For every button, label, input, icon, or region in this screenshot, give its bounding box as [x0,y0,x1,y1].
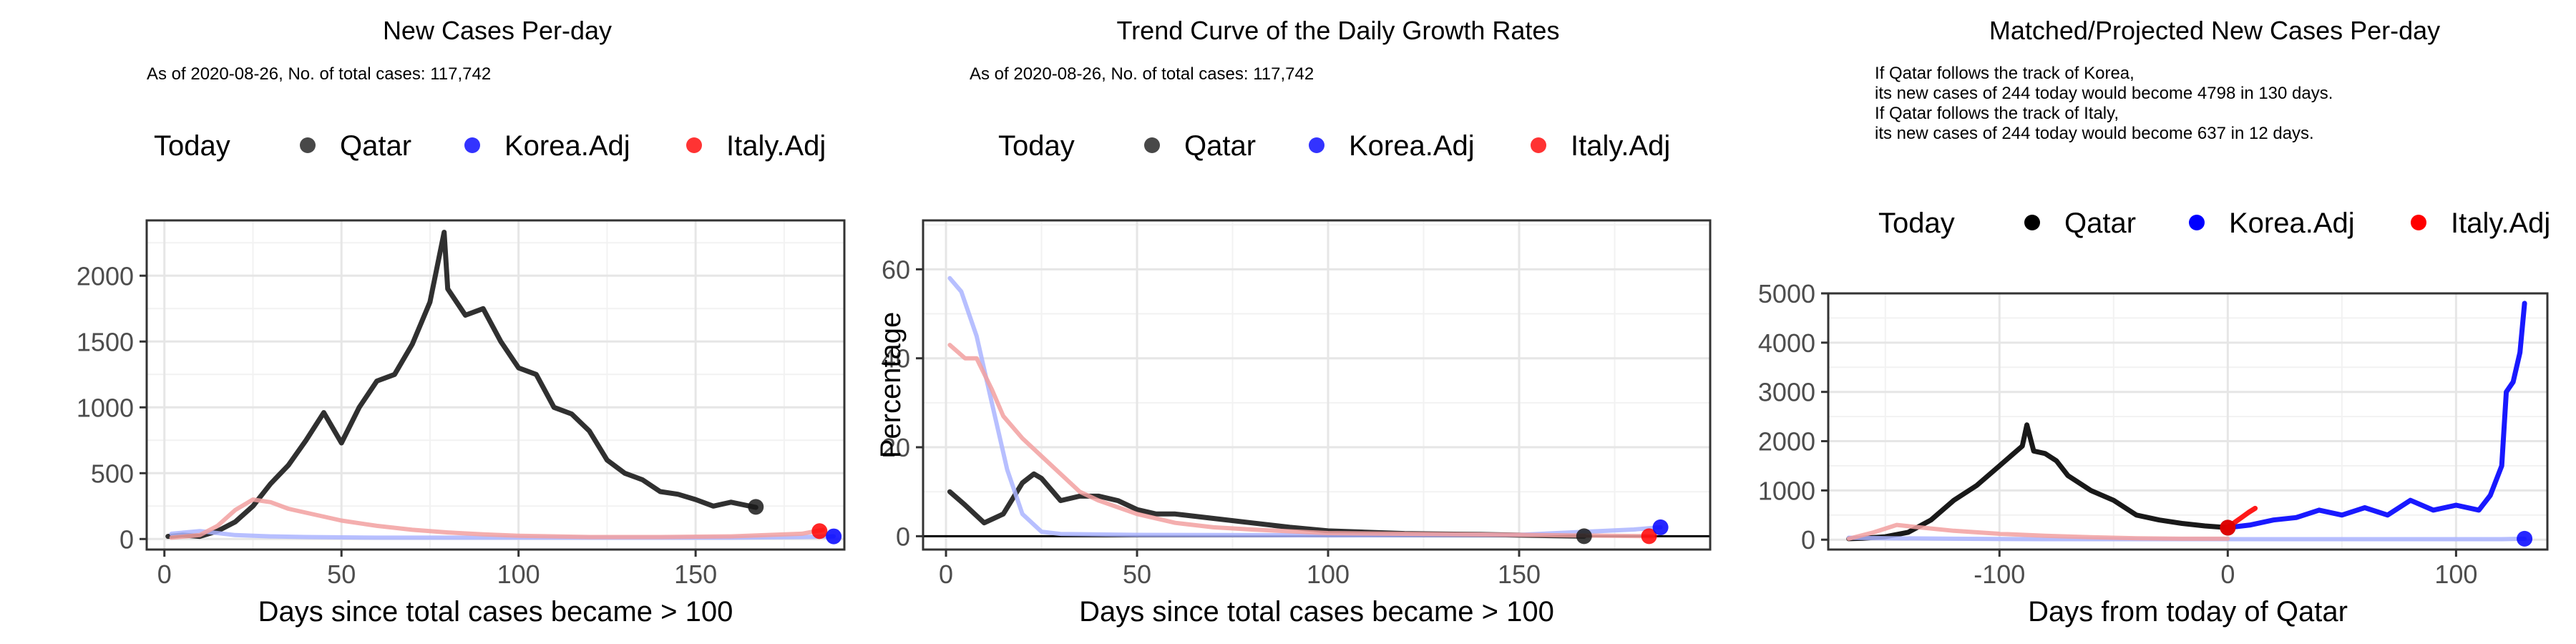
plot-border [145,219,846,551]
x-axis-title: Days from today of Qatar [2028,596,2348,628]
annotation-line: its new cases of 244 today would become … [1875,124,2314,143]
chart-panel-3: Matched/Projected New Cases Per-day If Qa… [1758,16,2550,628]
legend-label: Italy.Adj [2451,208,2550,239]
plot-border [922,219,1712,551]
legend-key-italy-adj [1531,137,1546,153]
plot-area [922,219,1712,551]
legend-label: Italy.Adj [1571,130,1670,162]
x-tick-label: 50 [327,560,356,589]
y-axis-title: Percentage [875,312,907,459]
x-tick-label: 100 [497,560,540,589]
legend: Today Qatar Korea.Adj Italy.Adj [154,130,826,162]
x-tick-label: 150 [1498,560,1541,589]
y-tick-label: 5000 [1758,279,1815,308]
plot-area [145,219,846,551]
y-tick-label: 60 [882,255,910,284]
x-axis-title: Days since total cases became > 100 [1079,596,1554,628]
x-tick-label: 100 [2434,560,2477,589]
y-tick-label: 40 [882,344,910,374]
x-tick-label: -100 [1974,560,2025,589]
today-point-italy-adj [811,523,828,540]
chart-subtitle: As of 2020-08-26, No. of total cases: 11… [970,64,1314,84]
y-tick-label: 20 [882,433,910,462]
plot-area [1827,292,2549,551]
x-tick-label: 0 [157,560,172,589]
x-tick-label: 100 [1307,560,1350,589]
series-line-korea-adj [2225,301,2527,530]
y-tick-label: 1000 [1758,476,1815,505]
legend-key-italy-adj [2411,215,2426,230]
annotation-line: If Qatar follows the track of Korea, [1875,64,2135,83]
plot-border [1827,292,2549,551]
series-line-qatar [947,471,1587,539]
x-tick-label: 50 [1123,560,1151,589]
today-point-qatar [1576,528,1592,545]
x-tick-label: 150 [674,560,717,589]
legend: Today Qatar Korea.Adj Italy.Adj [1878,208,2550,239]
chart-subtitle: As of 2020-08-26, No. of total cases: 11… [147,64,491,84]
annotation-line: its new cases of 244 today would become … [1875,84,2333,103]
series-line-italy-adj-history [1846,522,2230,541]
annotation-line: If Qatar follows the track of Italy, [1875,104,2119,123]
legend-label: Korea.Adj [2229,208,2355,239]
legend-key-italy-adj [686,137,702,153]
legend-label: Italy.Adj [726,130,826,162]
y-tick-label: 3000 [1758,378,1815,407]
x-tick-label: 0 [2220,560,2235,589]
today-point-korea-adj [1652,519,1669,535]
y-tick-label: 0 [896,522,910,551]
today-point-korea-adj [826,528,842,545]
chart-panel-2: Trend Curve of the Daily Growth Rates As … [875,16,1712,628]
today-point-italy-adj [2220,519,2236,536]
x-tick-label: 0 [939,560,953,589]
legend-title: Today [154,130,230,162]
y-tick-label: 500 [91,459,134,488]
legend-key-korea-adj [464,137,480,153]
x-axis-title: Days since total cases became > 100 [258,596,733,628]
chart-panel-1: New Cases Per-day As of 2020-08-26, No. o… [77,16,846,628]
y-tick-label: 4000 [1758,328,1815,358]
legend-title: Today [998,130,1075,162]
today-point-korea-adj [2517,530,2533,547]
chart-title: Trend Curve of the Daily Growth Rates [1117,16,1560,45]
legend-title: Today [1878,208,1955,239]
legend-label: Qatar [1184,130,1256,162]
legend-label: Qatar [340,130,411,162]
today-point-qatar [748,499,764,515]
chart-title: New Cases Per-day [383,16,612,45]
y-tick-label: 2000 [1758,427,1815,457]
legend-key-qatar [300,137,316,153]
series-line-qatar [165,230,758,540]
legend-label: Korea.Adj [504,130,630,162]
y-tick-label: 2000 [77,261,134,291]
legend-key-qatar [2024,215,2040,230]
y-tick-label: 0 [1801,525,1815,555]
legend-key-qatar [1144,137,1160,153]
y-tick-label: 1500 [77,327,134,356]
y-tick-label: 0 [119,525,134,554]
legend-label: Korea.Adj [1349,130,1475,162]
legend-key-korea-adj [1309,137,1324,153]
y-tick-label: 1000 [77,393,134,422]
legend-key-korea-adj [2189,215,2205,230]
today-point-italy-adj [1641,528,1657,545]
legend-label: Qatar [2064,208,2136,239]
chart-title: Matched/Projected New Cases Per-day [1989,16,2440,45]
series-line-italy-adj [169,497,826,540]
legend: Today Qatar Korea.Adj Italy.Adj [998,130,1670,162]
series-line-italy-adj [947,343,1655,539]
